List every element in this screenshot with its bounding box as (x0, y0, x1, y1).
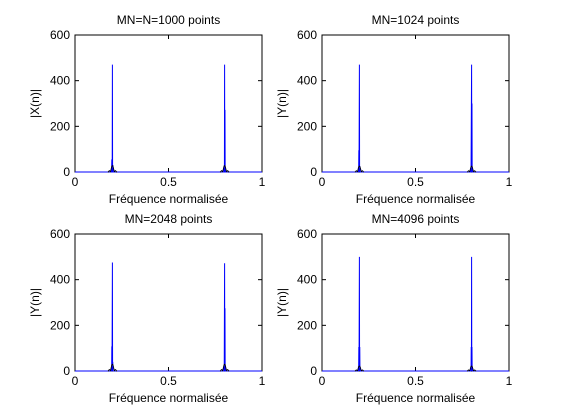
y-tick-label: 200 (50, 119, 70, 133)
y-tick-label: 400 (50, 74, 70, 88)
envelope-line-2 (466, 165, 477, 173)
subplot-4: 0 200 400 600 0 0.5 1 MN=4096 points Fréquence n… (275, 212, 513, 405)
chart-title: MN=4096 points (372, 212, 460, 226)
y-tick-label: 200 (297, 318, 317, 332)
y-axis-label: |X(n)| (28, 89, 42, 118)
series-line-1 (75, 262, 262, 372)
y-axis-label: |Y(n)| (275, 89, 289, 118)
x-tick-label: 1 (259, 175, 266, 189)
x-tick-label: 0 (72, 175, 79, 189)
envelope-line-2 (466, 365, 477, 372)
x-tick-label: 0.5 (407, 374, 424, 388)
y-tick-label: 200 (297, 119, 317, 133)
x-tick-label: 0.5 (160, 374, 177, 388)
plot-frame (321, 34, 510, 173)
y-tick-label: 600 (50, 28, 70, 42)
y-tick-label: 0 (310, 165, 317, 179)
envelope-line-1 (354, 365, 365, 372)
x-axis-label: Fréquence normalisée (356, 391, 476, 405)
x-tick-label: 1 (506, 175, 513, 189)
x-axis-label: Fréquence normalisée (109, 192, 229, 206)
x-axis-label: Fréquence normalisée (109, 391, 229, 405)
plot-frame (74, 233, 263, 372)
series-line-1 (75, 64, 262, 173)
x-tick-label: 0 (319, 175, 326, 189)
y-axis-label: |Y(n)| (28, 288, 42, 317)
envelope-line-1 (107, 165, 118, 173)
y-tick-label: 400 (297, 273, 317, 287)
y-tick-label: 400 (50, 273, 70, 287)
x-tick-label: 1 (506, 374, 513, 388)
y-tick-label: 0 (63, 165, 70, 179)
envelope-line-2 (219, 363, 230, 372)
subplot-2: 0 200 400 600 0 0.5 1 MN=1024 points Fréquence n… (275, 13, 513, 206)
y-tick-label: 400 (297, 74, 317, 88)
envelope-line-1 (354, 165, 365, 173)
x-tick-label: 0 (72, 374, 79, 388)
series-line-1 (322, 64, 509, 173)
x-tick-label: 0.5 (160, 175, 177, 189)
y-tick-label: 600 (297, 28, 317, 42)
x-tick-label: 0 (319, 374, 326, 388)
chart-title: MN=N=1000 points (117, 13, 220, 27)
y-axis-label: |Y(n)| (275, 288, 289, 317)
y-tick-label: 600 (297, 227, 317, 241)
x-axis-label: Fréquence normalisée (356, 192, 476, 206)
y-tick-label: 0 (63, 364, 70, 378)
subplot-1: 0 200 400 600 0 0.5 1 MN=N=1000 points Fréquence… (28, 13, 266, 206)
y-tick-label: 600 (50, 227, 70, 241)
envelope-line-2 (219, 165, 230, 173)
y-tick-label: 200 (50, 318, 70, 332)
y-tick-label: 0 (310, 364, 317, 378)
chart-title: MN=2048 points (125, 212, 213, 226)
subplot-3: 0 200 400 600 0 0.5 1 MN=2048 points Fréquence n… (28, 212, 266, 405)
chart-title: MN=1024 points (372, 13, 460, 27)
x-tick-label: 1 (259, 374, 266, 388)
x-tick-label: 0.5 (407, 175, 424, 189)
plot-frame (74, 34, 263, 173)
series-line-1 (322, 256, 509, 372)
envelope-line-1 (107, 363, 118, 372)
plot-frame (321, 233, 510, 372)
